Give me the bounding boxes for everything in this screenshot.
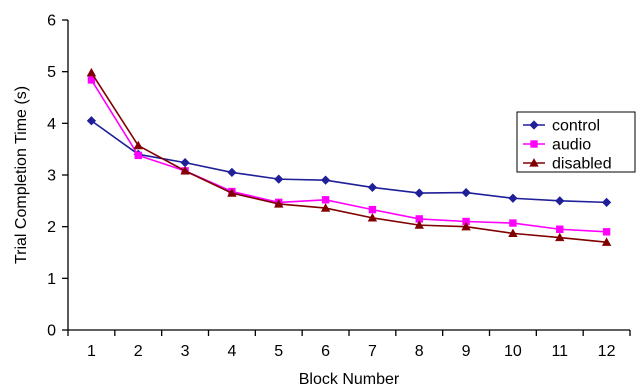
- data-point-disabled: [320, 203, 331, 212]
- data-point-audio: [87, 76, 96, 84]
- series-layer: [86, 67, 612, 246]
- data-point-audio: [368, 205, 377, 214]
- y-tick-label: 2: [47, 219, 56, 236]
- data-point-control: [367, 182, 378, 193]
- x-tick-label: 9: [462, 343, 471, 360]
- data-point-disabled: [414, 220, 424, 229]
- y-tick-label: 5: [47, 64, 56, 81]
- data-point-disabled: [461, 221, 471, 231]
- x-axis-title: Block Number: [299, 371, 400, 388]
- data-point-disabled: [367, 213, 378, 222]
- legend-marker-disabled: [529, 158, 539, 167]
- series-line-disabled: [90, 72, 607, 243]
- data-point-disabled: [508, 228, 518, 238]
- legend-label: control: [552, 118, 600, 135]
- data-point-control: [461, 187, 471, 198]
- data-point-disabled: [180, 166, 190, 175]
- legend-item-control: control: [523, 118, 600, 135]
- x-ticks: 1 2 3 4 5 6 7 8 9 10 11 12: [67, 330, 631, 360]
- x-tick-label: 8: [415, 343, 424, 360]
- x-tick-label: 12: [598, 343, 616, 360]
- data-point-audio: [321, 196, 330, 204]
- data-point-disabled: [133, 140, 143, 150]
- data-point-control: [86, 116, 97, 126]
- axes: [67, 20, 630, 331]
- legend-marker-audio: [530, 140, 538, 148]
- legend-marker-control: [529, 120, 539, 130]
- y-tick-label: 6: [47, 13, 56, 30]
- x-tick-label: 6: [321, 343, 330, 360]
- data-point-disabled: [555, 232, 565, 242]
- series-line-control: [90, 120, 607, 204]
- data-point-disabled: [227, 188, 237, 197]
- y-tick-label: 0: [47, 323, 56, 340]
- legend-item-audio: audio: [523, 137, 591, 154]
- x-tick-label: 3: [181, 343, 190, 360]
- data-point-audio: [602, 228, 611, 236]
- x-tick-label: 1: [87, 343, 96, 360]
- y-tick-label: 4: [47, 116, 56, 133]
- y-tick-label: 1: [47, 271, 56, 288]
- data-point-control: [555, 196, 565, 206]
- series-control: [86, 116, 612, 208]
- data-point-control: [274, 174, 284, 184]
- x-tick-label: 11: [551, 343, 568, 360]
- y-tick-label: 3: [47, 168, 56, 185]
- legend: control audio disabled: [516, 111, 636, 173]
- data-point-disabled: [274, 199, 284, 208]
- data-point-control: [180, 157, 190, 168]
- legend-label: audio: [552, 137, 591, 154]
- y-axis-title: Trial Completion Time (s): [13, 86, 30, 264]
- x-tick-label: 10: [504, 343, 522, 360]
- data-point-control: [320, 175, 331, 185]
- data-point-control: [601, 197, 612, 208]
- series-disabled: [86, 67, 612, 246]
- data-point-audio: [556, 225, 564, 233]
- data-point-control: [227, 167, 237, 178]
- data-point-audio: [134, 151, 142, 160]
- data-point-control: [414, 188, 424, 198]
- x-tick-label: 4: [227, 343, 236, 360]
- y-ticks: 0 1 2 3 4 5 6: [47, 13, 68, 340]
- data-point-control: [508, 193, 518, 203]
- x-tick-label: 2: [134, 343, 143, 360]
- legend-label: disabled: [552, 156, 612, 173]
- data-point-disabled: [86, 67, 97, 77]
- data-point-audio: [509, 219, 517, 227]
- series-line-audio: [90, 79, 607, 233]
- legend-item-disabled: disabled: [523, 156, 612, 173]
- x-tick-label: 7: [368, 343, 377, 360]
- x-tick-label: 5: [274, 343, 283, 360]
- data-point-disabled: [601, 237, 612, 246]
